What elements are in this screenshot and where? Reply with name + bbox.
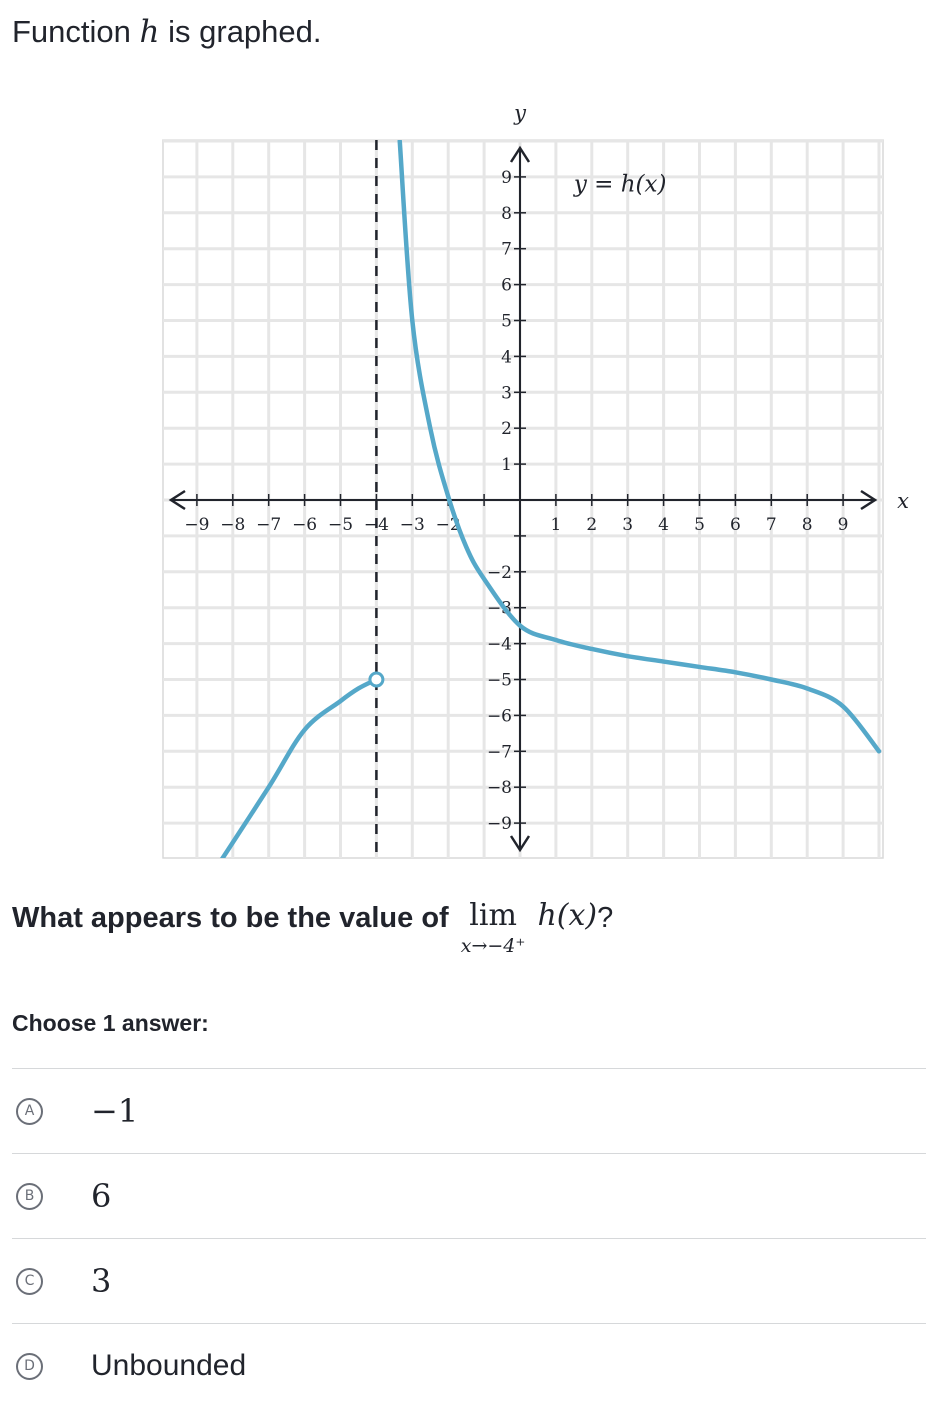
y-tick-label: 8 bbox=[501, 204, 512, 224]
y-tick-label: 7 bbox=[501, 240, 512, 260]
choice-text-c: 3 bbox=[91, 1262, 112, 1300]
limit-expression: lim x→−4⁺ h(x)? bbox=[461, 896, 613, 956]
choice-text-b: 6 bbox=[91, 1177, 112, 1215]
choice-d[interactable]: D Unbounded bbox=[12, 1323, 926, 1408]
x-tick-label: −9 bbox=[184, 515, 209, 535]
y-tick-label: 9 bbox=[501, 168, 512, 188]
question-text: What appears to be the value of bbox=[12, 902, 449, 934]
x-tick-label: −6 bbox=[292, 515, 317, 535]
x-tick-label: 5 bbox=[694, 515, 705, 535]
choice-letter-d: D bbox=[16, 1352, 43, 1380]
y-tick-label: −4 bbox=[487, 635, 512, 655]
y-tick-label: −2 bbox=[487, 563, 512, 583]
y-tick-label: −7 bbox=[487, 742, 512, 762]
choice-b[interactable]: B 6 bbox=[12, 1153, 926, 1238]
x-tick-label: 9 bbox=[838, 515, 849, 535]
problem-prompt: Function h is graphed. bbox=[12, 14, 322, 50]
y-tick-label: −9 bbox=[487, 814, 512, 834]
choose-label: Choose 1 answer: bbox=[12, 1010, 209, 1036]
lim-word: lim bbox=[469, 898, 517, 933]
choice-letter-b: B bbox=[16, 1182, 43, 1210]
x-tick-label: 6 bbox=[730, 515, 741, 535]
x-axis-arrow-left bbox=[168, 489, 186, 511]
y-tick-label: 3 bbox=[501, 383, 512, 403]
x-tick-label: 3 bbox=[622, 515, 633, 535]
prompt-text-after: is graphed. bbox=[168, 14, 322, 49]
x-axis-arrow-right bbox=[860, 489, 878, 511]
choice-letter-c: C bbox=[16, 1267, 43, 1295]
y-tick-label: 4 bbox=[501, 347, 512, 367]
x-axis-label: x bbox=[897, 489, 909, 513]
y-tick-label: 6 bbox=[501, 276, 512, 296]
x-tick-label: 7 bbox=[766, 515, 777, 535]
question: What appears to be the value of lim x→−4… bbox=[12, 896, 613, 956]
answer-choices: A −1 B 6 C 3 D Unbounded bbox=[12, 1068, 926, 1408]
y-tick-label: −5 bbox=[487, 671, 512, 691]
question-mark: ? bbox=[597, 902, 614, 934]
function-graph: −9−8−7−6−5−4−3−2123456789987654321−2−3−4… bbox=[162, 101, 909, 859]
curve-branch-left bbox=[220, 677, 379, 858]
x-tick-label: 8 bbox=[802, 515, 813, 535]
curve-label: y = h(x) bbox=[573, 171, 667, 197]
open-circle-point bbox=[368, 671, 385, 688]
y-tick-label: −6 bbox=[487, 706, 512, 726]
choice-text-a: −1 bbox=[91, 1092, 139, 1130]
y-tick-label: 2 bbox=[501, 419, 512, 439]
x-tick-label: 2 bbox=[586, 515, 597, 535]
y-axis-arrow-down bbox=[509, 835, 531, 853]
y-tick-label: 5 bbox=[501, 312, 512, 332]
choice-a[interactable]: A −1 bbox=[12, 1068, 926, 1153]
x-tick-label: −3 bbox=[400, 515, 425, 535]
choice-text-d: Unbounded bbox=[91, 1349, 247, 1382]
curve-branch-right bbox=[397, 140, 882, 754]
x-tick-label: −7 bbox=[256, 515, 281, 535]
y-axis-label: y bbox=[513, 101, 527, 125]
x-tick-label: 4 bbox=[658, 515, 669, 535]
x-tick-label: −5 bbox=[328, 515, 353, 535]
y-tick-label: −8 bbox=[487, 778, 512, 798]
x-tick-label: 1 bbox=[550, 515, 561, 535]
x-tick-label: −8 bbox=[220, 515, 245, 535]
choice-c[interactable]: C 3 bbox=[12, 1238, 926, 1323]
lim-function: h(x) bbox=[537, 898, 598, 933]
y-axis-arrow-up bbox=[509, 145, 531, 163]
choice-letter-a: A bbox=[16, 1097, 43, 1125]
y-tick-label: 1 bbox=[501, 455, 512, 475]
prompt-variable: h bbox=[139, 14, 160, 50]
y-tick-label: −3 bbox=[487, 599, 512, 619]
lim-subscript: x→−4⁺ bbox=[460, 935, 526, 957]
prompt-text-before: Function bbox=[12, 14, 131, 49]
